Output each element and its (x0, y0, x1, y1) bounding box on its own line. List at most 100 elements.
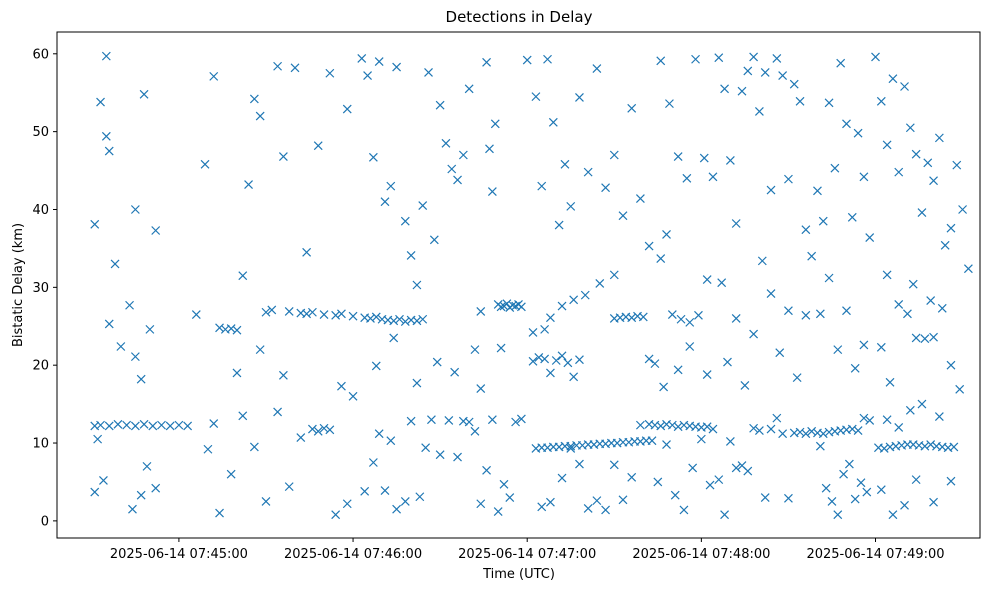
data-point (865, 416, 875, 425)
data-point (833, 345, 843, 355)
data-point (238, 271, 248, 281)
data-point (644, 241, 654, 251)
data-point (923, 158, 933, 168)
data-point (90, 487, 100, 497)
data-point (395, 314, 404, 324)
data-point (667, 420, 677, 430)
data-point (392, 62, 402, 72)
data-point (487, 415, 497, 425)
data-point (116, 342, 126, 351)
data-point (705, 480, 715, 490)
data-point (453, 175, 462, 185)
data-point (296, 433, 306, 443)
data-point (130, 205, 140, 214)
data-point (546, 368, 555, 378)
data-point (696, 434, 706, 444)
x-tick-label: 2025-06-14 07:46:00 (284, 547, 422, 562)
data-point (647, 436, 657, 446)
data-point (644, 354, 654, 364)
y-tick-label: 50 (32, 125, 49, 140)
data-point (128, 504, 137, 514)
data-point (157, 420, 166, 430)
data-point (516, 302, 526, 312)
data-points (90, 51, 973, 520)
data-point (421, 443, 431, 453)
chart-title: Detections in Delay (446, 8, 593, 26)
data-point (888, 510, 898, 520)
data-point (795, 427, 805, 437)
data-point (702, 370, 712, 379)
data-point (342, 499, 352, 509)
data-point (110, 259, 120, 269)
data-point (261, 307, 271, 317)
data-point (662, 440, 671, 450)
data-point (717, 278, 727, 288)
data-point (136, 490, 146, 500)
data-point (415, 492, 425, 502)
data-point (191, 310, 201, 320)
data-point (470, 426, 480, 436)
data-point (569, 295, 579, 305)
data-point (673, 422, 683, 432)
data-point (389, 333, 399, 343)
data-point (723, 357, 732, 367)
data-point (813, 186, 822, 196)
data-point (374, 429, 384, 439)
data-point (699, 153, 709, 163)
data-point (546, 497, 555, 507)
data-point (725, 437, 735, 446)
data-point (493, 507, 503, 516)
data-point (325, 425, 335, 435)
data-point (101, 131, 111, 141)
data-point (575, 92, 584, 102)
data-point (929, 332, 938, 342)
data-point (136, 374, 146, 384)
data-point (792, 373, 802, 383)
data-point (784, 306, 793, 316)
data-point (267, 305, 277, 315)
data-point (534, 352, 544, 362)
data-point (139, 89, 149, 99)
data-point (537, 181, 547, 191)
data-point (238, 411, 248, 421)
data-point (627, 103, 637, 113)
data-point (200, 159, 210, 169)
data-point (226, 324, 236, 334)
data-point (122, 420, 132, 430)
data-point (725, 156, 735, 165)
data-point (853, 128, 863, 138)
x-tick-label: 2025-06-14 07:49:00 (806, 547, 944, 562)
data-point (476, 307, 486, 316)
data-point (888, 74, 898, 84)
data-point (325, 68, 335, 78)
data-point (731, 463, 741, 473)
data-point (882, 140, 892, 150)
data-point (113, 419, 123, 429)
data-point (557, 473, 567, 483)
data-point (665, 99, 674, 109)
data-point (958, 205, 968, 214)
data-point (905, 123, 915, 133)
data-point (392, 504, 402, 514)
data-point (444, 416, 454, 425)
data-point (682, 173, 692, 183)
data-point (775, 348, 785, 358)
data-point (879, 444, 889, 453)
data-point (859, 413, 869, 423)
data-point (342, 104, 352, 114)
data-point (894, 423, 904, 432)
data-point (847, 424, 857, 434)
data-point (618, 211, 628, 221)
data-point (174, 420, 184, 430)
data-point (720, 510, 730, 520)
data-point (531, 92, 541, 102)
data-point (96, 420, 105, 430)
data-point (142, 461, 152, 471)
data-point (511, 417, 521, 427)
data-point (371, 312, 381, 322)
data-point (882, 415, 892, 425)
data-point (418, 314, 428, 324)
data-point (232, 368, 242, 378)
data-point (557, 351, 567, 361)
